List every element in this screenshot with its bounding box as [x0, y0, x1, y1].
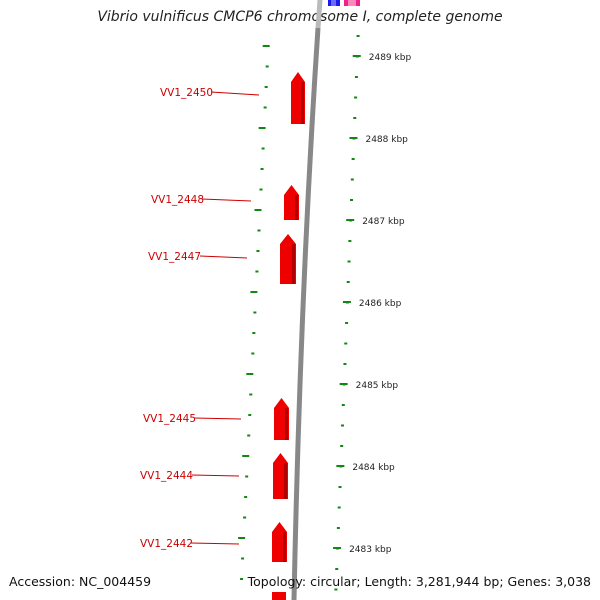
- scale-tick-label: 2485 kbp: [356, 381, 399, 391]
- accession-text: Accession: NC_004459: [9, 574, 152, 589]
- gene-label: VV1_2442: [140, 538, 193, 550]
- gene-leader-line: [191, 474, 240, 477]
- scale-tick-label: 2487 kbp: [362, 217, 405, 227]
- gene-feature[interactable]: VV1_2444: [140, 453, 288, 499]
- gene-leader-line: [193, 417, 242, 420]
- chromosome-backbone: [291, 27, 321, 600]
- pink-feature-highlight: [348, 0, 356, 6]
- top-features: [328, 0, 360, 6]
- gene-feature[interactable]: VV1_2448: [151, 185, 299, 220]
- scale-tick-label: 2489 kbp: [369, 53, 412, 63]
- topology-text: Topology: circular; Length: 3,281,944 bp…: [247, 574, 591, 589]
- scale-tick: 2488 kbp: [349, 135, 408, 145]
- gene-arrow-shade: [292, 244, 295, 284]
- gene-label: VV1_2448: [151, 194, 204, 206]
- scale-tick: 2484 kbp: [336, 463, 395, 473]
- blue-feature-highlight: [331, 0, 336, 6]
- scale-tick: 2487 kbp: [346, 217, 405, 227]
- gene-feature[interactable]: VV1_2450: [160, 72, 305, 124]
- gene-feature[interactable]: VV1_2442: [140, 522, 287, 562]
- gene-arrow-shade: [285, 408, 288, 440]
- scale-tick-label: 2484 kbp: [352, 463, 395, 473]
- scale-tick: 2489 kbp: [352, 53, 412, 63]
- gene-arrow-shade: [284, 463, 287, 499]
- outer-tick-ring: 2489 kbp 2488 kbp 2487 kbp 2486 kbp 2485 kbp…: [333, 35, 412, 591]
- gene-feature[interactable]: VV1_2447: [148, 234, 296, 284]
- gene-label: VV1_2445: [143, 413, 196, 425]
- scale-tick-label: 2486 kbp: [359, 299, 402, 309]
- gene-label: VV1_2450: [160, 87, 213, 99]
- gene-arrow-partial: [272, 592, 286, 600]
- inner-tick-ring: [238, 45, 270, 580]
- gene-leader-line: [210, 91, 260, 96]
- gene-leader-line: [201, 198, 252, 202]
- gene-arrow-shade: [301, 82, 304, 124]
- gene-arrow-shade: [295, 195, 298, 220]
- gene-feature[interactable]: VV1_2445: [143, 398, 289, 440]
- gene-label: VV1_2444: [140, 470, 193, 482]
- scale-tick-label: 2483 kbp: [349, 545, 392, 555]
- gene-leader-line: [190, 542, 240, 545]
- gene-features: VV1_2450 VV1_2448 VV1_2447 VV1_2445 VV1_2444…: [140, 72, 305, 600]
- backbone-top-segment: [315, 0, 323, 29]
- scale-tick-label: 2488 kbp: [365, 135, 408, 145]
- scale-tick: 2486 kbp: [342, 299, 402, 309]
- gene-leader-line: [199, 255, 248, 259]
- scale-tick: 2485 kbp: [339, 381, 399, 391]
- gene-label: VV1_2447: [148, 251, 201, 263]
- scale-tick: 2483 kbp: [333, 545, 392, 555]
- gene-arrow-shade: [283, 532, 286, 562]
- map-title: Vibrio vulnificus CMCP6 chromosome I, co…: [97, 9, 503, 25]
